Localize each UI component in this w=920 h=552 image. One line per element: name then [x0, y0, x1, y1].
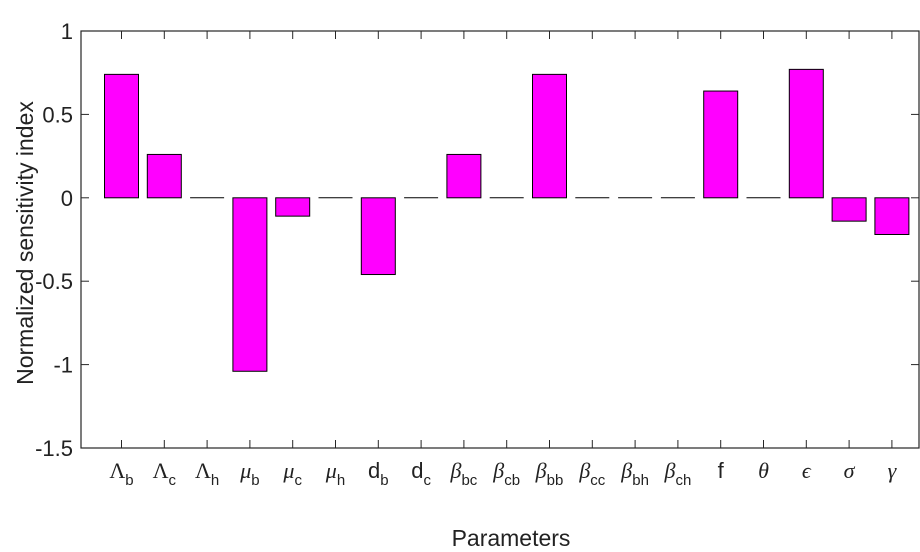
bar — [532, 73, 567, 199]
bar — [232, 197, 268, 372]
x-tick-label: db — [368, 458, 389, 489]
x-tick-label: μb — [239, 458, 259, 489]
x-tick-label: Λb — [109, 458, 133, 489]
x-tick-label: μc — [282, 458, 302, 489]
plot-background — [81, 31, 919, 448]
bar — [831, 197, 867, 222]
y-tick-label: 0 — [61, 186, 73, 211]
y-axis-title: Normalized sensitivity index — [12, 101, 38, 385]
bar — [275, 197, 311, 217]
bar — [874, 197, 910, 235]
x-tick-label: σ — [844, 458, 856, 483]
x-tick-label: βbh — [620, 458, 649, 489]
x-tick-label: Λc — [153, 458, 177, 489]
x-tick-label: βbc — [449, 458, 477, 489]
y-tick-label: -1.5 — [35, 436, 73, 461]
x-tick-labels: Λb Λc Λh μb μc μh db dc βbc βcb βbb βcc βbh βch f θ ϵ σ γ — [109, 458, 897, 489]
bar — [446, 153, 482, 199]
y-tick-label: -1 — [53, 353, 73, 378]
y-tick-label: 0.5 — [42, 102, 73, 127]
y-tick-labels: 1 0.5 0 -0.5 -1 -1.5 — [35, 19, 73, 461]
x-tick-label: Λh — [195, 458, 219, 489]
x-tick-label: ϵ — [802, 458, 812, 483]
x-tick-label: dc — [411, 458, 431, 489]
x-axis-title: Parameters — [452, 525, 571, 551]
bars-group — [104, 68, 910, 372]
x-tick-label: βch — [663, 458, 691, 489]
y-tick-label: -0.5 — [35, 269, 73, 294]
plot-area — [81, 31, 919, 448]
bar — [788, 68, 824, 199]
x-tick-label: βcc — [578, 458, 605, 489]
axes-group — [80, 30, 920, 449]
x-tick-label: θ — [758, 458, 769, 483]
x-tick-label: μh — [325, 458, 345, 489]
y-tick-label: 1 — [61, 19, 73, 44]
x-tick-label: γ — [888, 458, 898, 483]
x-tick-label: βbb — [535, 458, 564, 489]
bar — [104, 73, 139, 199]
x-tick-label: βcb — [492, 458, 520, 489]
x-tick-label: f — [718, 458, 725, 483]
bar — [146, 153, 182, 199]
axes-frame — [80, 30, 920, 449]
bar — [360, 197, 396, 276]
bar — [703, 90, 739, 199]
